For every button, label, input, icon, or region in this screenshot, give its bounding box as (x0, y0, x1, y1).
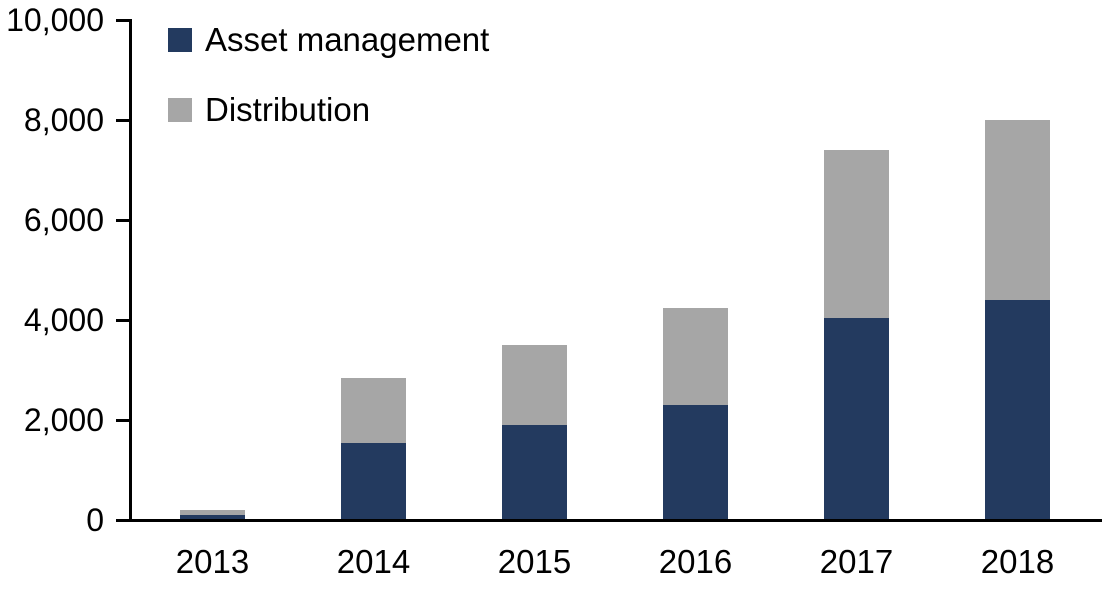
y-axis-label: 8,000 (23, 102, 104, 138)
bar-segment-distribution (180, 510, 245, 515)
x-axis-label: 2016 (658, 543, 733, 580)
x-axis-label: 2014 (336, 543, 411, 580)
legend-label-asset-management: Asset management (205, 21, 490, 58)
y-axis-tick (116, 318, 132, 322)
x-axis-label: 2013 (175, 543, 250, 580)
legend: Asset management Distribution (168, 20, 489, 160)
bar-segment-distribution (824, 150, 889, 318)
y-axis-label: 2,000 (23, 402, 104, 438)
legend-item-asset-management: Asset management (168, 20, 489, 60)
y-axis-tick (116, 518, 132, 522)
bar-segment-asset-management (502, 425, 567, 520)
legend-swatch-distribution-icon (168, 98, 192, 122)
y-axis-label: 6,000 (23, 202, 104, 238)
legend-swatch-asset-management-icon (168, 28, 192, 52)
y-axis-label: 10,000 (6, 2, 104, 38)
y-axis-label: 0 (86, 502, 104, 538)
bar-segment-distribution (985, 120, 1050, 300)
legend-label-distribution: Distribution (205, 91, 371, 128)
y-axis-label: 4,000 (23, 302, 104, 338)
bar-segment-asset-management (824, 317, 889, 520)
bar-segment-asset-management (985, 300, 1050, 520)
y-axis-tick (116, 418, 132, 422)
bar-segment-distribution (502, 345, 567, 425)
y-axis-tick (116, 118, 132, 122)
bar-segment-asset-management (663, 405, 728, 520)
y-axis-tick (116, 18, 132, 22)
y-axis-tick (116, 218, 132, 222)
x-axis-label: 2018 (980, 543, 1055, 580)
x-axis-label: 2015 (497, 543, 572, 580)
legend-item-distribution: Distribution (168, 90, 489, 130)
bar-segment-asset-management (180, 515, 245, 520)
bar-segment-distribution (663, 307, 728, 405)
bar-segment-distribution (341, 377, 406, 443)
x-axis-line (129, 518, 1102, 522)
y-axis-line (129, 19, 132, 522)
x-axis-label: 2017 (819, 543, 894, 580)
bar-segment-asset-management (341, 442, 406, 520)
